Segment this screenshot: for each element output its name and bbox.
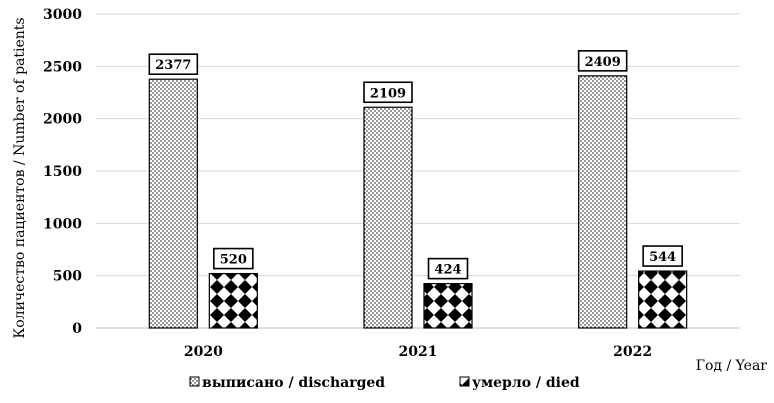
data-label-box <box>642 245 683 267</box>
y-tick-label: 1500 <box>43 164 82 180</box>
y-tick-label: 3000 <box>43 7 82 23</box>
data-label: 424 <box>434 263 461 278</box>
data-label: 520 <box>220 253 247 268</box>
data-label: 2409 <box>585 55 621 70</box>
y-tick-label: 2500 <box>43 59 82 75</box>
bars <box>148 75 688 329</box>
bar-discharged-2020 <box>148 78 198 329</box>
bar-died-2020 <box>208 272 258 329</box>
bar-discharged-2021 <box>363 106 413 329</box>
bar-died-2021 <box>423 283 473 329</box>
x-tick-label: 2021 <box>399 344 438 360</box>
legend-label: умерло / died <box>472 375 580 391</box>
legend-label: выписано / discharged <box>202 375 385 391</box>
legend-swatch-discharged <box>189 376 200 387</box>
x-tick-label: 2022 <box>613 344 652 360</box>
legend-swatch-died <box>459 376 470 387</box>
data-label: 2377 <box>155 58 191 73</box>
data-labels: 2377 520 2109 424 2409 544 <box>148 50 683 280</box>
bar-died-2022 <box>638 270 688 329</box>
bar-discharged-2022 <box>578 75 628 329</box>
y-axis-title: Количество пациентов / Number of patient… <box>12 17 28 338</box>
y-tick-label: 500 <box>53 269 82 285</box>
y-tick-label: 2000 <box>43 112 82 128</box>
data-label-box <box>427 257 469 280</box>
x-axis-title: Год / Year <box>696 358 768 374</box>
axes: 0 500 1000 1500 2000 2500 3000 2020 2021 2022 <box>43 7 740 360</box>
data-label-box <box>577 50 628 72</box>
y-tick-label: 1000 <box>43 216 82 232</box>
data-label-box <box>363 81 413 104</box>
data-label-box <box>213 247 254 270</box>
y-tick-label: 0 <box>72 321 82 337</box>
data-label: 544 <box>649 250 676 265</box>
gridlines <box>96 13 740 277</box>
x-tick-label: 2020 <box>184 344 223 360</box>
data-label: 2109 <box>370 86 406 101</box>
data-label-box <box>148 53 199 76</box>
legend: выписано / discharged умерло / died <box>189 375 580 391</box>
